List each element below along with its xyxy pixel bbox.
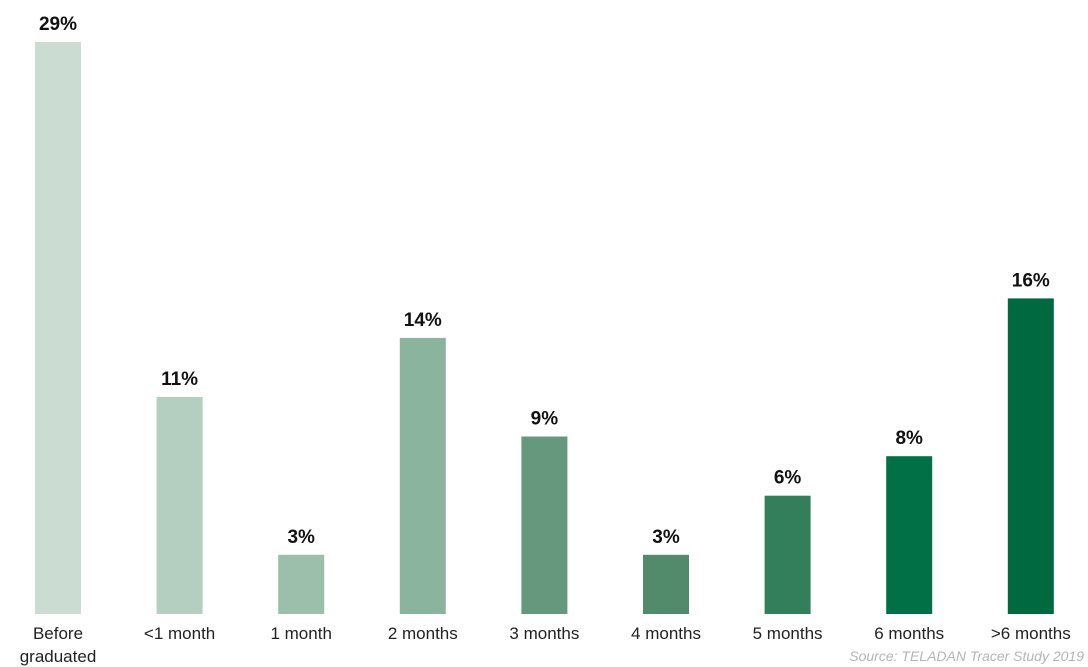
category-label-8: >6 months [991, 624, 1071, 643]
value-label-1: 11% [161, 369, 198, 390]
bar-3 [399, 337, 446, 614]
category-labels-group: Before graduated <1 month 1 month 2 months 3 … [20, 624, 1071, 666]
category-label-3: 2 months [388, 624, 458, 643]
category-label-5: 4 months [631, 624, 701, 643]
value-label-8: 16% [1012, 270, 1050, 291]
value-label-2: 3% [287, 527, 315, 548]
value-label-7: 8% [895, 428, 923, 449]
bar-0 [35, 42, 81, 614]
category-label-1: <1 month [144, 624, 215, 643]
value-label-0: 29% [39, 14, 77, 35]
bar-1 [156, 397, 203, 614]
bar-8 [1007, 298, 1054, 614]
value-label-4: 9% [531, 409, 559, 430]
source-note: Source: TELADAN Tracer Study 2019 [849, 648, 1084, 664]
category-label-7: 6 months [874, 624, 944, 643]
bar-5 [643, 554, 689, 614]
bar-2 [278, 554, 325, 614]
bar-7 [886, 456, 933, 614]
category-label-2: 1 month [270, 624, 331, 643]
category-label-4: 3 months [509, 624, 579, 643]
value-label-6: 6% [774, 468, 802, 489]
bar-4 [521, 436, 568, 614]
category-label-0: Before graduated [20, 624, 97, 666]
bars-group [35, 42, 1054, 614]
value-label-3: 14% [404, 310, 442, 331]
category-label-6: 5 months [753, 624, 823, 643]
value-labels-group: 29% 11% 3% 14% 9% 3% 6% 8% 16% [39, 14, 1050, 548]
value-label-5: 3% [652, 527, 680, 548]
bar-6 [764, 495, 811, 614]
